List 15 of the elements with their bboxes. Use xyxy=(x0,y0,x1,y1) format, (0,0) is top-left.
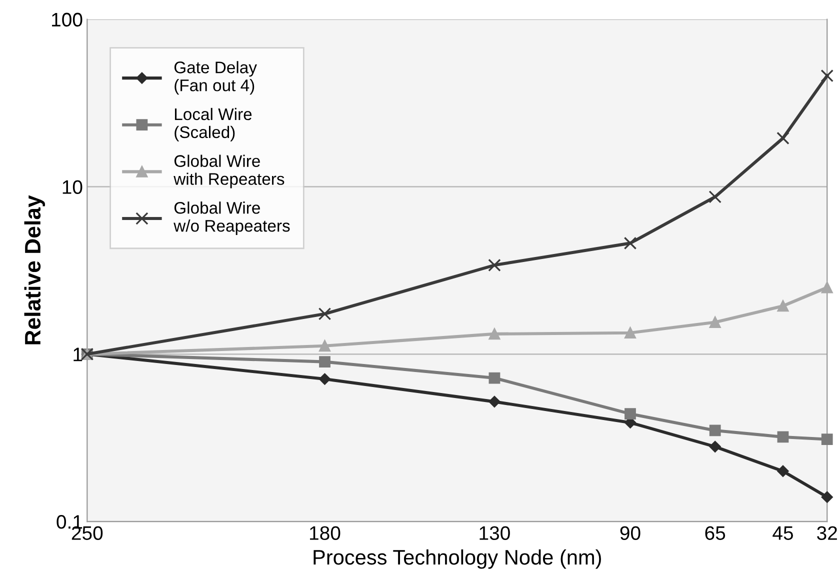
y-tick-label: 100 xyxy=(52,12,82,27)
legend-label: Gate Delay (Fan out 4) xyxy=(174,61,257,95)
y-tick-label: 10 xyxy=(62,180,82,194)
legend-label: Local Wire (Scaled) xyxy=(174,108,252,142)
x-tick-label: 32 xyxy=(817,526,837,540)
y-tick-label: 1 xyxy=(74,348,82,362)
x-tick-label: 180 xyxy=(310,526,340,540)
x-axis-title: Process Technology Node (nm) xyxy=(314,549,601,569)
x-tick-label: 130 xyxy=(480,526,510,540)
y-axis-title: Relative Delay xyxy=(24,195,45,344)
x-tick-label: 65 xyxy=(705,526,726,540)
x-tick-label: 90 xyxy=(620,526,640,540)
x-tick-label: 45 xyxy=(772,526,793,540)
legend-label: Global Wire with Repeaters xyxy=(174,154,284,188)
legend-label: Global Wire w/o Reapeaters xyxy=(174,202,290,236)
